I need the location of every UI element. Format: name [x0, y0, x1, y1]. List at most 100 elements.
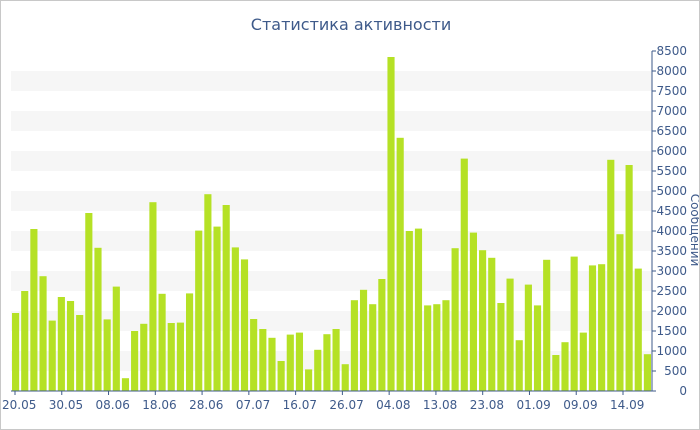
grid-band — [11, 111, 652, 131]
bar — [131, 331, 139, 391]
bar — [579, 332, 587, 391]
bar — [176, 322, 184, 391]
bar — [396, 137, 404, 391]
bar — [488, 257, 496, 391]
bar — [140, 323, 148, 391]
bar — [167, 323, 175, 391]
bar — [48, 320, 56, 391]
bar — [112, 286, 120, 391]
bar — [387, 57, 395, 391]
y-tick-label: 5000 — [656, 184, 687, 198]
y-tick-label: 8000 — [656, 64, 687, 78]
bar — [643, 354, 651, 391]
bar — [451, 248, 459, 391]
bar — [598, 264, 606, 391]
bar — [607, 159, 615, 391]
bar — [433, 304, 441, 391]
y-tick-label: 500 — [664, 364, 687, 378]
grid-band — [11, 271, 652, 291]
bar — [85, 213, 93, 391]
bar — [369, 304, 377, 391]
bar — [625, 165, 633, 391]
y-tick-label: 5500 — [656, 164, 687, 178]
bar — [259, 329, 267, 391]
bar — [460, 158, 468, 391]
bar — [158, 293, 166, 391]
bar — [295, 332, 304, 391]
bar — [634, 268, 642, 391]
bar — [314, 349, 322, 391]
bar — [149, 202, 157, 391]
y-tick-label: 4000 — [656, 224, 687, 238]
y-tick-label: 6000 — [656, 144, 687, 158]
y-tick-label: 4500 — [656, 204, 687, 218]
y-axis-label: Сообщений — [688, 194, 699, 267]
y-tick-label: 1000 — [656, 344, 687, 358]
y-tick-label: 6500 — [656, 124, 687, 138]
grid-band — [11, 191, 652, 211]
bar — [30, 229, 38, 391]
bar — [533, 305, 542, 391]
y-tick-label: 2000 — [656, 304, 687, 318]
y-tick-label: 1500 — [656, 324, 687, 338]
bar — [286, 334, 294, 391]
bar — [277, 361, 285, 391]
x-tick-label: 04.08 — [376, 398, 410, 412]
bar — [469, 232, 477, 391]
bar — [195, 230, 203, 391]
bar — [57, 297, 65, 391]
y-tick-label: 3500 — [656, 244, 687, 258]
bar — [268, 337, 276, 391]
chart-title: Статистика активности — [250, 15, 452, 34]
bar — [213, 226, 221, 391]
x-tick-label: 30.05 — [49, 398, 83, 412]
x-tick-label: 23.08 — [470, 398, 504, 412]
x-tick-label: 28.06 — [189, 398, 223, 412]
bar — [185, 293, 194, 391]
bar — [543, 259, 551, 391]
bar — [405, 231, 413, 391]
bar — [204, 194, 212, 391]
bar — [506, 278, 514, 391]
bar — [21, 291, 29, 391]
x-tick-labels: 20.05 30.05 08.06 18.06 28.06 07.07 16.07 26.07… — [2, 398, 644, 412]
grid-band — [11, 71, 652, 91]
bar — [570, 256, 578, 391]
x-tick-label: 07.07 — [236, 398, 270, 412]
bar — [240, 259, 249, 391]
bar — [359, 289, 368, 391]
x-tick-label: 20.05 — [2, 398, 36, 412]
y-tick-label: 2500 — [656, 284, 687, 298]
bar — [250, 319, 258, 391]
bar — [561, 342, 569, 391]
x-tick-label: 09.09 — [563, 398, 597, 412]
bar — [323, 334, 331, 391]
bar — [305, 369, 313, 391]
bars — [12, 57, 651, 391]
y-tick-labels: 0 500 1000 1500 2000 2500 3000 3500 4000 4500 5000… — [656, 44, 687, 398]
bar — [231, 247, 239, 391]
bar — [424, 305, 432, 391]
bar — [103, 319, 111, 391]
bar — [524, 284, 532, 391]
y-tick-label: 8500 — [656, 44, 687, 58]
x-tick-label: 14.09 — [610, 398, 644, 412]
bar — [588, 265, 597, 391]
bar — [66, 301, 75, 391]
y-tick-label: 7000 — [656, 104, 687, 118]
x-tick-label: 16.07 — [283, 398, 317, 412]
bar — [378, 279, 386, 391]
x-tick-label: 26.07 — [329, 398, 363, 412]
bar — [121, 378, 130, 391]
bar — [350, 300, 358, 391]
bar — [332, 329, 340, 391]
bar — [12, 313, 20, 391]
y-tick-label: 7500 — [656, 84, 687, 98]
bar — [76, 315, 84, 391]
grid-band — [11, 151, 652, 171]
x-tick-label: 01.09 — [516, 398, 550, 412]
bar — [479, 250, 487, 391]
bar — [552, 355, 560, 391]
